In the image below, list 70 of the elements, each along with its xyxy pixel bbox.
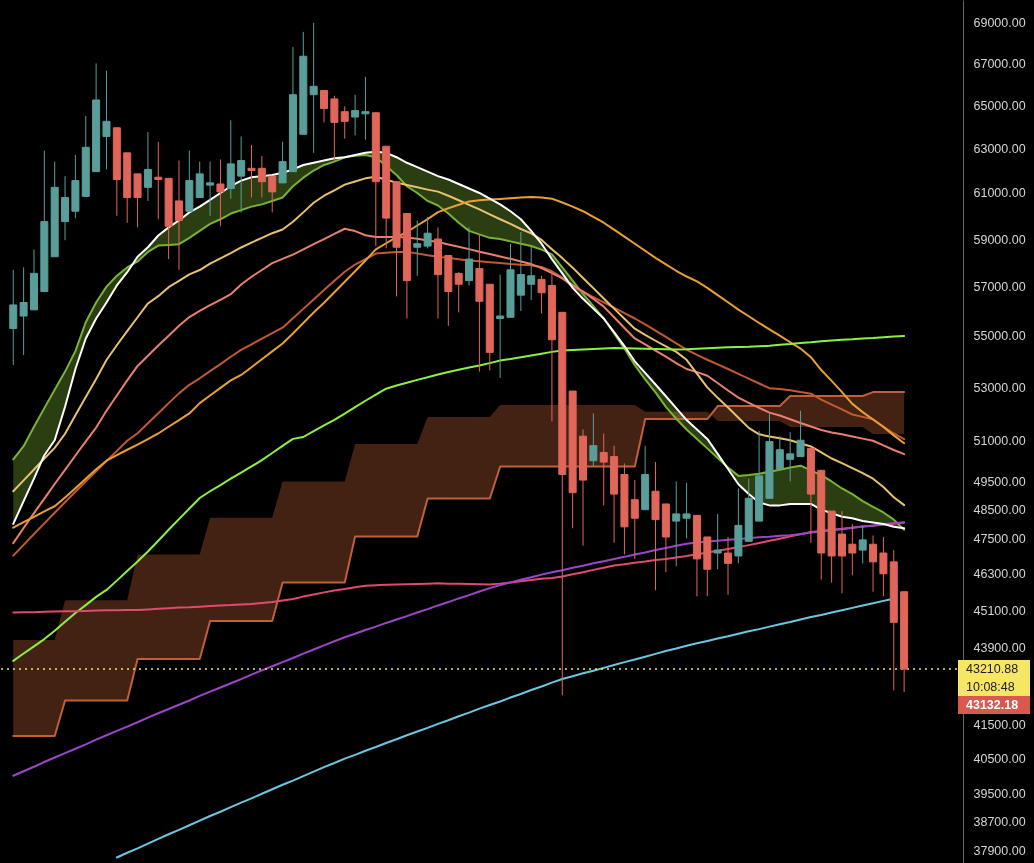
candlestick xyxy=(143,131,152,202)
text: 10:08:48 xyxy=(966,680,1015,695)
text: 43132.18 xyxy=(966,698,1019,713)
y-tick-label: 43900.00 xyxy=(973,640,1026,655)
ref-line-label: 43210.88 xyxy=(966,662,1019,677)
y-tick-label: 45100.00 xyxy=(973,603,1026,618)
candlestick xyxy=(537,275,546,315)
candlestick xyxy=(351,94,360,136)
y-tick-label: 59000.00 xyxy=(973,232,1026,247)
y-tick-label: 55000.00 xyxy=(973,329,1026,344)
candlestick xyxy=(869,535,878,593)
candlestick xyxy=(154,141,163,220)
candlestick xyxy=(268,175,277,213)
candlestick xyxy=(713,513,722,570)
y-tick-label: 61000.00 xyxy=(973,186,1026,201)
y-tick-label: 48500.00 xyxy=(973,503,1026,518)
line-series xyxy=(12,521,906,777)
y-tick-label: 51000.00 xyxy=(973,433,1026,448)
candlestick xyxy=(195,161,204,199)
y-tick-label: 67000.00 xyxy=(973,56,1026,71)
candlestick xyxy=(361,76,370,141)
y-tick-label: 63000.00 xyxy=(973,141,1026,156)
candlestick xyxy=(682,482,691,539)
candlestick xyxy=(589,412,598,467)
candlestick xyxy=(630,479,639,560)
candlestick xyxy=(175,160,183,271)
candlestick xyxy=(413,219,422,277)
candlestick xyxy=(309,22,318,154)
y-tick-label: 37900.00 xyxy=(973,843,1026,858)
y-tick-label: 38700.00 xyxy=(973,814,1026,829)
candlestick xyxy=(340,105,349,140)
candlestick xyxy=(247,144,256,199)
candlestick xyxy=(837,510,846,594)
candlestick xyxy=(9,269,18,366)
candlestick xyxy=(879,536,888,597)
candlestick xyxy=(330,95,339,163)
candlestick xyxy=(237,135,246,213)
y-tick-label: 47500.00 xyxy=(973,531,1026,546)
candlestick xyxy=(133,173,142,228)
candlestick xyxy=(257,155,266,199)
y-tick-label: 57000.00 xyxy=(973,280,1026,295)
candlestick xyxy=(672,480,681,567)
candlestick xyxy=(278,141,287,184)
y-tick-label: 39500.00 xyxy=(973,786,1026,801)
candlestick xyxy=(858,524,867,564)
candlestick xyxy=(599,432,608,506)
y-tick-label: 46300.00 xyxy=(973,567,1026,582)
candlestick xyxy=(724,536,733,596)
candlestick xyxy=(786,431,795,482)
candlestick xyxy=(496,274,505,379)
y-tick-label: 69000.00 xyxy=(973,16,1026,31)
y-tick-label: 53000.00 xyxy=(973,380,1026,395)
line-series xyxy=(12,334,906,662)
candlestick xyxy=(320,90,329,123)
y-tick-label: 49500.00 xyxy=(973,474,1026,489)
candlestick xyxy=(516,231,525,312)
candlestick xyxy=(465,226,474,286)
candlestick xyxy=(848,523,857,576)
y-tick-label: 65000.00 xyxy=(973,98,1026,113)
candlestick xyxy=(796,410,805,458)
candlestick xyxy=(423,216,432,249)
y-tick-label: 41500.00 xyxy=(973,718,1026,733)
candlestick xyxy=(206,161,215,217)
candlestick xyxy=(527,245,536,301)
candlestick xyxy=(216,158,225,227)
candlestick xyxy=(454,271,463,313)
candlestick xyxy=(19,266,28,356)
candlestick xyxy=(102,70,111,170)
y-tick-label: 40500.00 xyxy=(973,752,1026,767)
candlestick xyxy=(775,435,784,470)
